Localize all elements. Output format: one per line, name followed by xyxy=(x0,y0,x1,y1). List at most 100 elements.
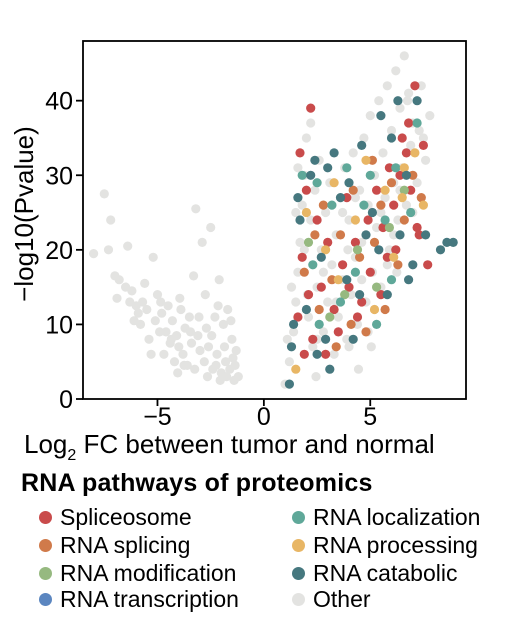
point-rna-splicing xyxy=(310,230,320,240)
point-spliceosome xyxy=(321,349,331,359)
point-rna-catabolic xyxy=(382,290,392,300)
point-other xyxy=(144,334,154,344)
point-other xyxy=(222,372,232,382)
point-other xyxy=(169,357,180,367)
legend-marker-rna-localization xyxy=(292,510,305,524)
legend-marker-rna-modification xyxy=(39,566,52,580)
point-other xyxy=(206,222,216,233)
point-other xyxy=(138,297,148,307)
y-tick-label: 0 xyxy=(59,386,73,414)
point-other xyxy=(203,342,214,352)
legend-label-rna-modification: RNA modification xyxy=(60,559,237,586)
point-rna-catabolic xyxy=(401,170,411,180)
point-rna-catabolic xyxy=(412,96,422,106)
point-other xyxy=(318,267,328,277)
point-spliceosome xyxy=(382,252,392,262)
point-other xyxy=(382,260,392,270)
point-other xyxy=(416,81,426,91)
axis-ticks: −5 0 5 0 10 20 30 40 xyxy=(45,88,377,431)
point-other xyxy=(211,360,221,370)
point-other xyxy=(202,372,213,382)
point-other xyxy=(329,349,339,359)
y-tick-label: 30 xyxy=(45,162,73,190)
point-other xyxy=(140,278,150,288)
point-spliceosome xyxy=(301,185,311,195)
point-other xyxy=(344,342,354,352)
point-rna-localization xyxy=(308,260,318,270)
point-rna-processing xyxy=(410,148,420,158)
x-axis-label-log: Log xyxy=(24,429,67,459)
point-other xyxy=(166,334,176,344)
point-spliceosome xyxy=(372,185,382,195)
point-spliceosome xyxy=(352,312,363,322)
y-axis-label: −log10(Pvalue) xyxy=(9,126,39,302)
point-other xyxy=(221,357,231,367)
point-other xyxy=(191,204,201,214)
point-rna-processing xyxy=(418,200,428,210)
point-rna-splicing xyxy=(408,170,418,180)
point-spliceosome xyxy=(342,193,352,203)
point-other xyxy=(133,308,143,318)
volcano-plot: −5 0 5 0 10 20 30 40 −log10(Pvalue) Log2 FC bet… xyxy=(9,40,467,464)
legend-marker-rna-catabolic xyxy=(292,566,305,580)
point-spliceosome xyxy=(384,163,394,173)
point-spliceosome xyxy=(418,140,428,150)
legend-label-other: Other xyxy=(313,585,371,612)
point-other xyxy=(299,245,309,255)
point-other xyxy=(213,301,223,311)
point-spliceosome xyxy=(414,230,424,240)
point-other xyxy=(401,200,411,210)
point-other xyxy=(142,304,152,315)
point-other xyxy=(382,81,392,91)
point-rna-splicing xyxy=(335,230,346,240)
point-spliceosome xyxy=(333,327,343,337)
y-tick-label: 10 xyxy=(45,311,73,339)
point-spliceosome xyxy=(395,170,405,180)
point-other xyxy=(392,267,402,277)
point-other xyxy=(376,207,386,218)
point-other xyxy=(414,125,424,136)
point-other xyxy=(395,103,405,113)
point-rna-catabolic xyxy=(355,290,365,300)
point-rna-localization xyxy=(297,170,307,180)
point-other xyxy=(173,368,183,378)
point-rna-splicing xyxy=(348,185,358,195)
point-other xyxy=(218,319,228,329)
point-other xyxy=(163,301,173,311)
x-tick-label: 0 xyxy=(257,403,271,431)
point-rna-splicing xyxy=(393,260,403,270)
point-rna-splicing xyxy=(399,215,409,225)
legend-label-rna-localization: RNA localization xyxy=(313,503,481,530)
point-other xyxy=(391,66,401,76)
point-other xyxy=(338,207,348,218)
point-rna-processing xyxy=(350,215,360,225)
point-other xyxy=(389,230,399,240)
point-other xyxy=(291,297,301,307)
point-other xyxy=(127,286,137,296)
point-other xyxy=(159,349,169,359)
point-rna-catabolic xyxy=(316,252,326,262)
legend-label-rna-splicing: RNA splicing xyxy=(60,531,191,558)
point-other xyxy=(179,360,189,370)
point-rna-localization xyxy=(406,207,416,218)
point-other xyxy=(293,163,303,173)
point-other xyxy=(293,267,303,277)
point-rna-catabolic xyxy=(395,230,405,240)
point-rna-modification xyxy=(352,245,363,255)
legend-item-rna-localization: RNA localization xyxy=(292,504,480,530)
point-other xyxy=(301,133,311,143)
point-other xyxy=(231,345,241,356)
legend-item-spliceosome: Spliceosome xyxy=(39,504,192,530)
point-other xyxy=(311,372,321,382)
point-spliceosome xyxy=(423,260,433,270)
point-rna-localization xyxy=(350,267,360,277)
point-rna-splicing xyxy=(314,304,324,315)
point-other xyxy=(214,275,224,285)
point-other xyxy=(359,133,369,143)
point-other xyxy=(295,237,305,247)
point-other xyxy=(393,215,403,225)
point-rna-catabolic xyxy=(289,319,299,329)
point-rna-modification xyxy=(303,237,314,247)
point-other xyxy=(342,334,352,344)
legend-label-rna-catabolic: RNA catabolic xyxy=(313,559,458,586)
